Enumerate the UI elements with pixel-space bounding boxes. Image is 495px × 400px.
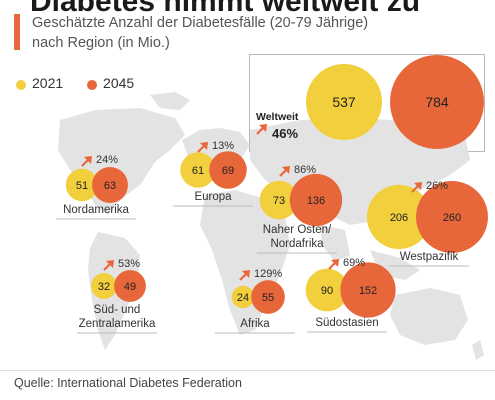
region-2-value-2021: 73 bbox=[273, 195, 285, 207]
region-6-name-line-0: Südostasien bbox=[315, 317, 378, 329]
region-0-bubble-2045 bbox=[92, 167, 128, 203]
subtitle-line-1: Geschätzte Anzahl der Diabetesfälle (20-… bbox=[32, 15, 369, 31]
region-6: 90 152 69% Südostasien bbox=[305, 257, 396, 333]
chart-subtitle: Geschätzte Anzahl der Diabetesfälle (20-… bbox=[32, 13, 368, 53]
region-6-growth-arrow bbox=[328, 259, 339, 270]
region-0-growth-arrow-head bbox=[84, 156, 92, 164]
legend-item-2021: 2021 bbox=[16, 75, 63, 91]
region-2-bubble-2021 bbox=[259, 180, 299, 220]
region-3-growth-label: 26% bbox=[426, 180, 448, 192]
map-greenland bbox=[150, 92, 190, 110]
region-5-bubble-2045 bbox=[251, 280, 285, 314]
region-4-growth-label: 53% bbox=[118, 258, 140, 270]
region-6-growth-arrow-head bbox=[331, 259, 339, 267]
region-2-growth-arrow bbox=[279, 166, 290, 177]
region-0-value-2045: 63 bbox=[104, 180, 116, 192]
region-4-bubble-2021 bbox=[91, 273, 117, 299]
region-1-value-2045: 69 bbox=[222, 165, 234, 177]
region-0-growth-label: 24% bbox=[96, 154, 118, 166]
region-0: 51 63 24% Nordamerika bbox=[56, 154, 136, 220]
region-4-growth-arrow bbox=[103, 260, 114, 271]
region-5-value-2021: 24 bbox=[237, 292, 249, 304]
region-5-bubble-2021 bbox=[231, 285, 255, 309]
region-1-growth-arrow bbox=[197, 142, 208, 153]
region-5: 24 55 129% Afrika bbox=[215, 268, 295, 334]
legend-swatch-2021 bbox=[16, 79, 26, 90]
region-2-name-line-0: Naher Osten/ bbox=[263, 224, 332, 236]
map-new-zealand bbox=[472, 340, 484, 360]
world-bubble-2021 bbox=[306, 64, 382, 140]
legend: 2021 2045 bbox=[16, 74, 154, 91]
region-1-name-line-0: Europa bbox=[194, 191, 232, 203]
region-6-bubble-2021 bbox=[305, 268, 349, 312]
map-india bbox=[320, 225, 350, 262]
legend-swatch-2045 bbox=[87, 79, 98, 90]
region-1: 61 69 13% Europa bbox=[173, 140, 253, 207]
region-5-growth-label: 129% bbox=[254, 268, 282, 280]
legend-item-2045: 2045 bbox=[87, 75, 134, 91]
world-value-2021: 537 bbox=[332, 94, 356, 110]
region-4-growth-arrow-head bbox=[106, 260, 114, 268]
region-6-value-2045: 152 bbox=[359, 285, 377, 297]
world-growth-label: 46% bbox=[272, 126, 298, 141]
map-australia bbox=[390, 288, 468, 345]
region-4-name-line-0: Süd- und bbox=[94, 304, 141, 316]
region-2-name-line-1: Nordafrika bbox=[270, 238, 324, 250]
region-5-name-line-0: Afrika bbox=[240, 318, 270, 330]
region-1-growth-arrow-head bbox=[200, 142, 208, 150]
region-2-growth-label: 86% bbox=[294, 164, 316, 176]
bubbles-layer: 51 63 24% Nordamerika 61 69 13% Europa 73 136 86% N… bbox=[56, 55, 488, 334]
region-1-bubble-2045 bbox=[209, 151, 247, 189]
region-1-growth-label: 13% bbox=[212, 140, 234, 152]
region-3-value-2021: 206 bbox=[390, 212, 408, 224]
region-3-growth-arrow bbox=[411, 182, 422, 193]
region-5-growth-arrow-head bbox=[242, 270, 250, 278]
region-0-growth-arrow bbox=[81, 156, 92, 167]
region-2-growth-arrow-head bbox=[282, 166, 290, 174]
region-1-value-2021: 61 bbox=[192, 165, 204, 177]
world-total: 537 784 Weltweit 46% bbox=[256, 55, 484, 149]
region-3: 206 260 26% Westpazifik bbox=[366, 180, 488, 267]
region-0-value-2021: 51 bbox=[76, 180, 88, 192]
region-3-bubble-2021 bbox=[366, 184, 432, 250]
footer-divider bbox=[0, 370, 495, 371]
region-1-bubble-2021 bbox=[180, 152, 216, 188]
bubble-map-chart: 51 63 24% Nordamerika 61 69 13% Europa 73 136 86% N… bbox=[56, 55, 488, 360]
region-4-bubble-2045 bbox=[114, 270, 146, 302]
world-bubble-2045 bbox=[390, 55, 484, 149]
world-value-2045: 784 bbox=[425, 94, 449, 110]
world-label: Weltweit bbox=[256, 111, 299, 123]
region-4-name-line-1: Zentralamerika bbox=[79, 318, 156, 330]
chart-title: Diabetes nimmt weltweit zu bbox=[30, 0, 421, 18]
region-4-value-2021: 32 bbox=[98, 281, 110, 293]
region-4-value-2045: 49 bbox=[124, 281, 136, 293]
region-4: 32 49 53% Süd- und Zentralamerika bbox=[77, 258, 157, 334]
region-3-name-line-0: Westpazifik bbox=[400, 251, 459, 263]
region-6-growth-label: 69% bbox=[343, 257, 365, 269]
region-6-bubble-2045 bbox=[340, 262, 396, 318]
region-2: 73 136 86% Naher Osten/Nordafrika bbox=[257, 164, 343, 254]
region-6-value-2021: 90 bbox=[321, 285, 333, 297]
region-2-bubble-2045 bbox=[289, 173, 343, 227]
title-accent-bar bbox=[14, 14, 20, 50]
legend-label-2045: 2045 bbox=[103, 75, 135, 92]
region-3-bubble-2045 bbox=[416, 181, 488, 253]
legend-label-2021: 2021 bbox=[32, 75, 64, 92]
region-0-bubble-2021 bbox=[65, 168, 99, 202]
world-growth-arrow-head bbox=[259, 124, 267, 132]
subtitle-line-2: nach Region (in Mio.) bbox=[32, 35, 170, 51]
region-3-value-2045: 260 bbox=[443, 212, 461, 224]
source-note: Quelle: International Diabetes Federatio… bbox=[14, 376, 242, 390]
region-2-value-2045: 136 bbox=[307, 195, 325, 207]
region-5-growth-arrow bbox=[239, 270, 250, 281]
region-5-value-2045: 55 bbox=[262, 292, 274, 304]
region-3-growth-arrow-head bbox=[414, 182, 422, 190]
world-growth-arrow bbox=[256, 124, 267, 135]
region-0-name-line-0: Nordamerika bbox=[63, 204, 129, 216]
